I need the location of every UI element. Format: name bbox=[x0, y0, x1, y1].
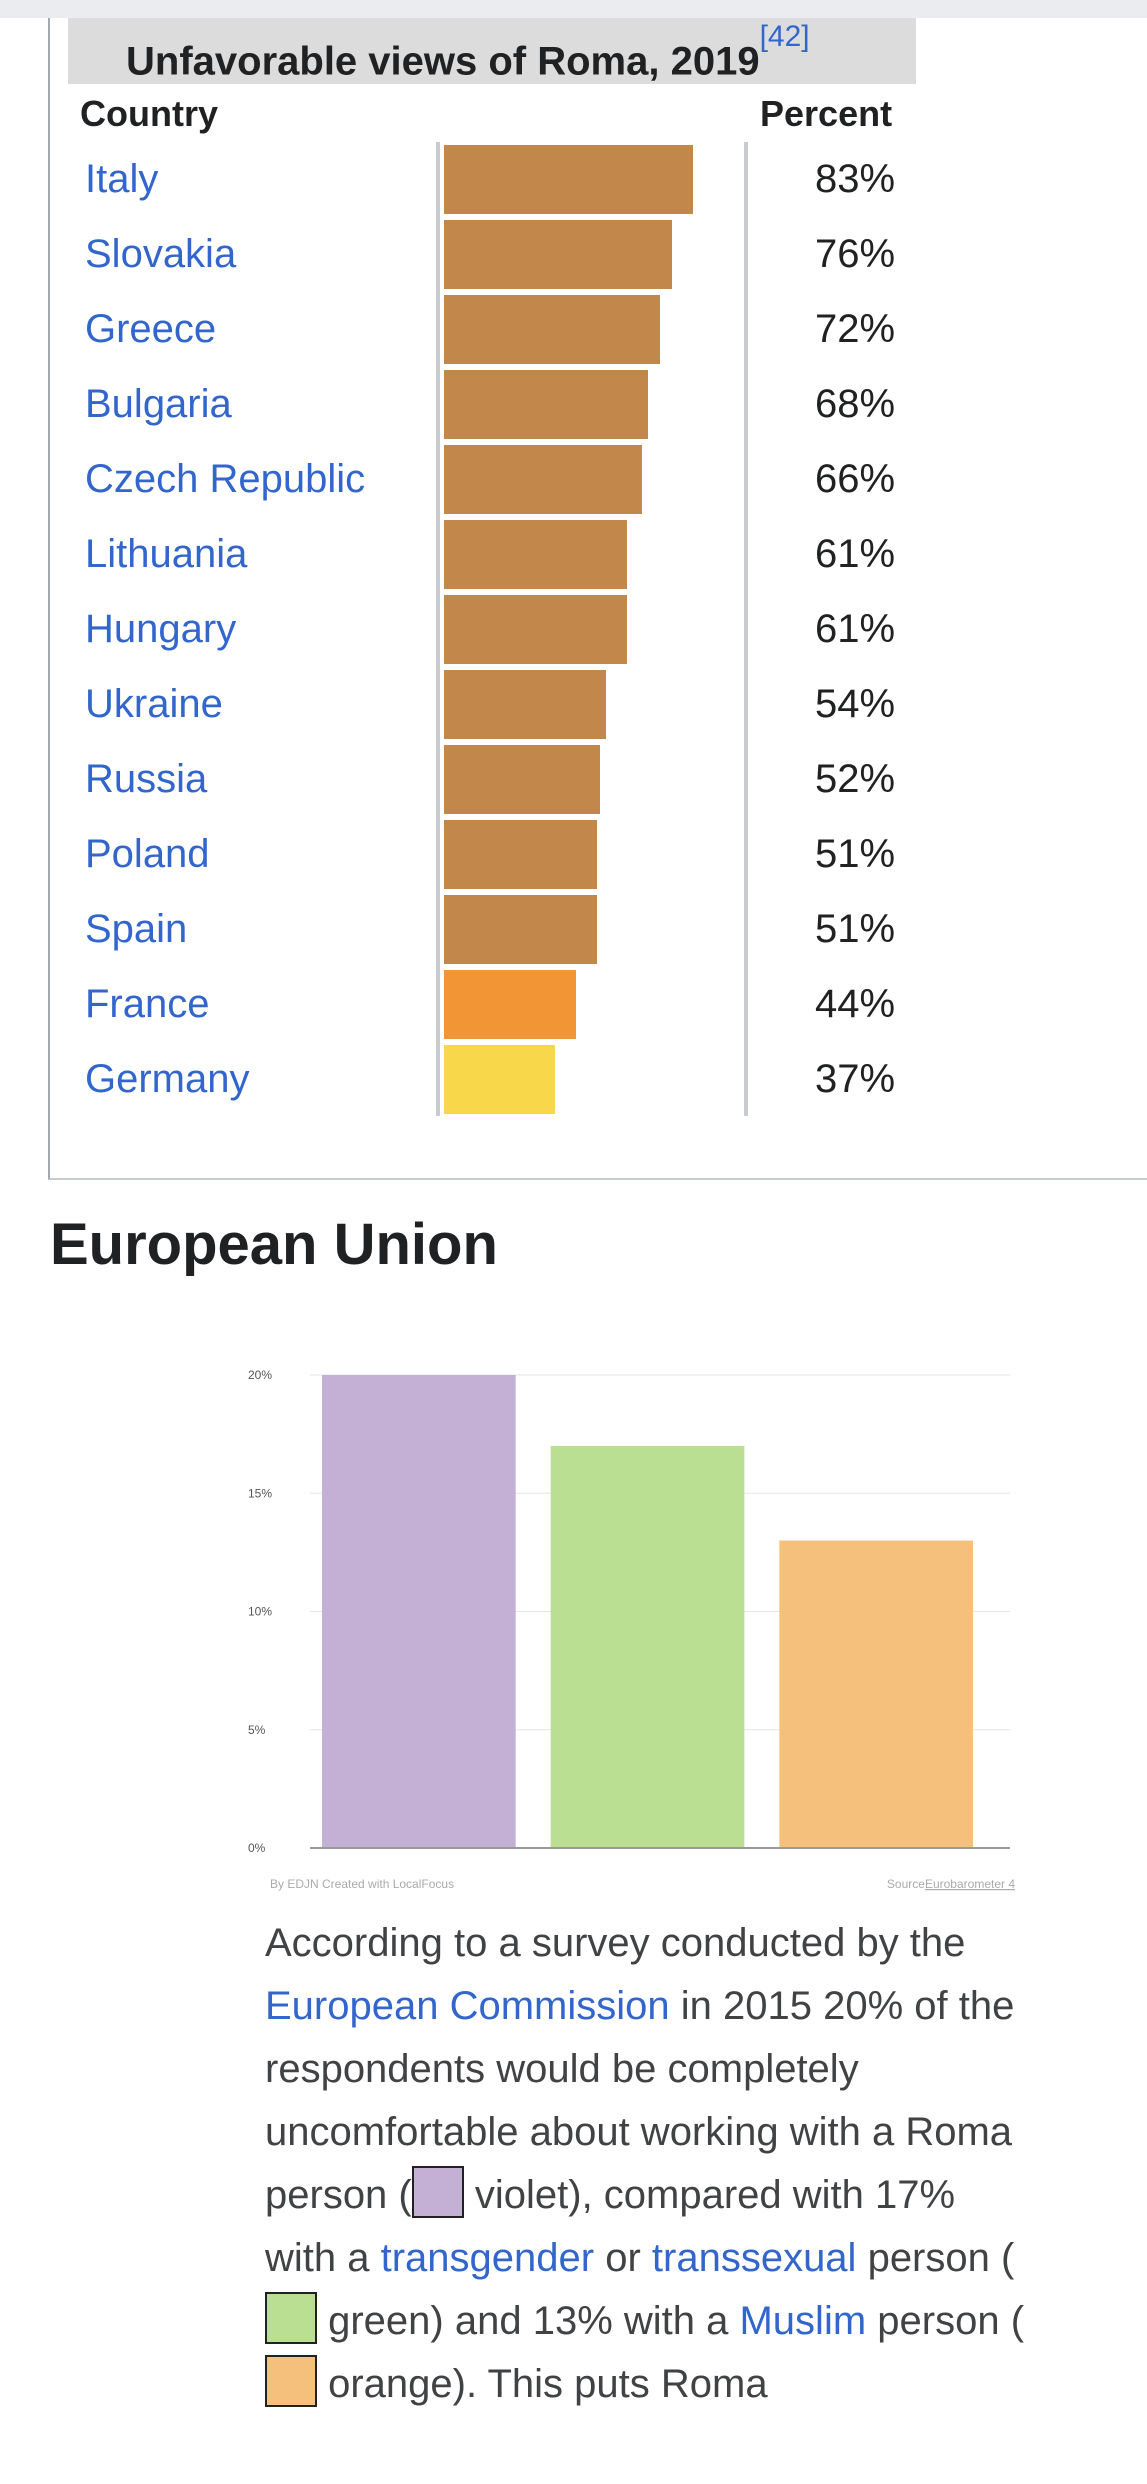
table-row: Italy 83% bbox=[0, 142, 1147, 217]
percent-value: 61% bbox=[814, 607, 896, 651]
percent-bar bbox=[444, 445, 642, 514]
chart-source-link[interactable]: Eurobarometer 4 bbox=[925, 1877, 1015, 1891]
paragraph-text: orange). This puts Roma bbox=[317, 2362, 768, 2406]
percent-value: 68% bbox=[814, 382, 896, 426]
percent-value: 54% bbox=[814, 682, 896, 726]
table-row: France 44% bbox=[0, 967, 1147, 1042]
table-row: Poland 51% bbox=[0, 817, 1147, 892]
paragraph-text: violet), compared with 17% with a bbox=[265, 2173, 956, 2280]
table-row: Spain 51% bbox=[0, 892, 1147, 967]
percent-value: 52% bbox=[814, 757, 896, 801]
percent-bar bbox=[444, 220, 672, 289]
paragraph-text: According to a survey conducted by the bbox=[265, 1921, 966, 1965]
country-link[interactable]: Hungary bbox=[85, 607, 237, 651]
chart-source-prefix: Source bbox=[887, 1877, 925, 1891]
paragraph-text: person ( bbox=[866, 2299, 1025, 2343]
percent-value: 83% bbox=[814, 157, 896, 201]
table-row: Czech Republic 66% bbox=[0, 442, 1147, 517]
percent-bar bbox=[444, 370, 648, 439]
y-tick-label: 20% bbox=[248, 1368, 272, 1382]
country-link[interactable]: Ukraine bbox=[85, 682, 223, 726]
table-row: Ukraine 54% bbox=[0, 667, 1147, 742]
paragraph-text: person ( bbox=[856, 2236, 1015, 2280]
column-header-country: Country bbox=[80, 93, 218, 134]
y-tick-label: 5% bbox=[248, 1723, 266, 1737]
chart-bar bbox=[322, 1375, 516, 1848]
percent-value: 76% bbox=[814, 232, 896, 276]
table-caption-text: Unfavorable views of Roma, 2019 bbox=[126, 39, 760, 84]
link-transsexual[interactable]: transsexual bbox=[651, 2236, 857, 2280]
chart-bar bbox=[779, 1540, 973, 1848]
table-caption: Unfavorable views of Roma, 2019[42] bbox=[68, 18, 916, 84]
table-row: Bulgaria 68% bbox=[0, 367, 1147, 442]
green-swatch bbox=[265, 2292, 317, 2344]
percent-bar bbox=[444, 970, 576, 1039]
table-row: Germany 37% bbox=[0, 1042, 1147, 1117]
section-heading: European Union bbox=[50, 1212, 498, 1277]
country-link[interactable]: Bulgaria bbox=[85, 382, 232, 426]
orange-swatch bbox=[265, 2355, 317, 2407]
country-link[interactable]: Lithuania bbox=[85, 532, 248, 576]
percent-bar bbox=[444, 745, 600, 814]
percent-bar bbox=[444, 595, 627, 664]
country-link[interactable]: Slovakia bbox=[85, 232, 237, 276]
country-link[interactable]: Czech Republic bbox=[85, 457, 366, 501]
country-link[interactable]: Germany bbox=[85, 1057, 250, 1101]
y-tick-label: 0% bbox=[248, 1841, 266, 1855]
percent-value: 51% bbox=[814, 907, 896, 951]
chart-bar bbox=[550, 1445, 745, 1848]
table-row: Slovakia 76% bbox=[0, 217, 1147, 292]
column-divider bbox=[744, 142, 748, 1116]
percent-value: 61% bbox=[814, 532, 896, 576]
table-row: Russia 52% bbox=[0, 742, 1147, 817]
country-link[interactable]: Greece bbox=[85, 307, 217, 351]
percent-bar bbox=[444, 820, 597, 889]
percent-value: 44% bbox=[814, 982, 896, 1026]
chart-source: SourceEurobarometer 4 bbox=[887, 1877, 1015, 1891]
bar-axis-line bbox=[436, 142, 440, 1116]
country-link[interactable]: Poland bbox=[85, 832, 210, 876]
paragraph-text: in 2015 20% of the respondents would be … bbox=[265, 1984, 1015, 2217]
eu-bar-chart: 0% 5% 10% 15% 20% By EDJN Created with LocalF… bbox=[248, 1368, 1015, 1891]
infobox-frame bbox=[48, 18, 1147, 1180]
table-row: Hungary 61% bbox=[0, 592, 1147, 667]
chart-credit: By EDJN Created with LocalFocus bbox=[270, 1877, 454, 1891]
y-tick-label: 10% bbox=[248, 1605, 272, 1619]
link-european-commission[interactable]: European Commission bbox=[265, 1984, 670, 2028]
y-tick-label: 15% bbox=[248, 1486, 272, 1500]
country-link[interactable]: Italy bbox=[85, 157, 159, 201]
violet-swatch bbox=[411, 2166, 464, 2218]
country-link[interactable]: Spain bbox=[85, 907, 188, 951]
percent-bar bbox=[444, 895, 597, 964]
percent-bar bbox=[444, 145, 693, 214]
paragraph-text: or bbox=[594, 2236, 652, 2280]
percent-bar bbox=[444, 670, 606, 739]
percent-bar bbox=[444, 295, 660, 364]
table-row: Greece 72% bbox=[0, 292, 1147, 367]
percent-bar bbox=[444, 520, 627, 589]
table-row: Lithuania 61% bbox=[0, 517, 1147, 592]
survey-paragraph: According to a survey conducted by the E… bbox=[265, 1912, 1025, 2416]
percent-value: 72% bbox=[814, 307, 896, 351]
percent-value: 66% bbox=[814, 457, 896, 501]
percent-value: 51% bbox=[814, 832, 896, 876]
country-link[interactable]: Russia bbox=[85, 757, 208, 801]
link-muslim[interactable]: Muslim bbox=[739, 2299, 867, 2343]
percent-bar bbox=[444, 1045, 555, 1114]
citation-link[interactable]: [42] bbox=[759, 20, 810, 53]
top-strip bbox=[0, 0, 1147, 18]
column-header-percent: Percent bbox=[760, 93, 893, 134]
percent-value: 37% bbox=[814, 1057, 896, 1101]
country-link[interactable]: France bbox=[85, 982, 210, 1026]
paragraph-text: green) and 13% with a bbox=[317, 2299, 740, 2343]
link-transgender[interactable]: transgender bbox=[380, 2236, 595, 2280]
